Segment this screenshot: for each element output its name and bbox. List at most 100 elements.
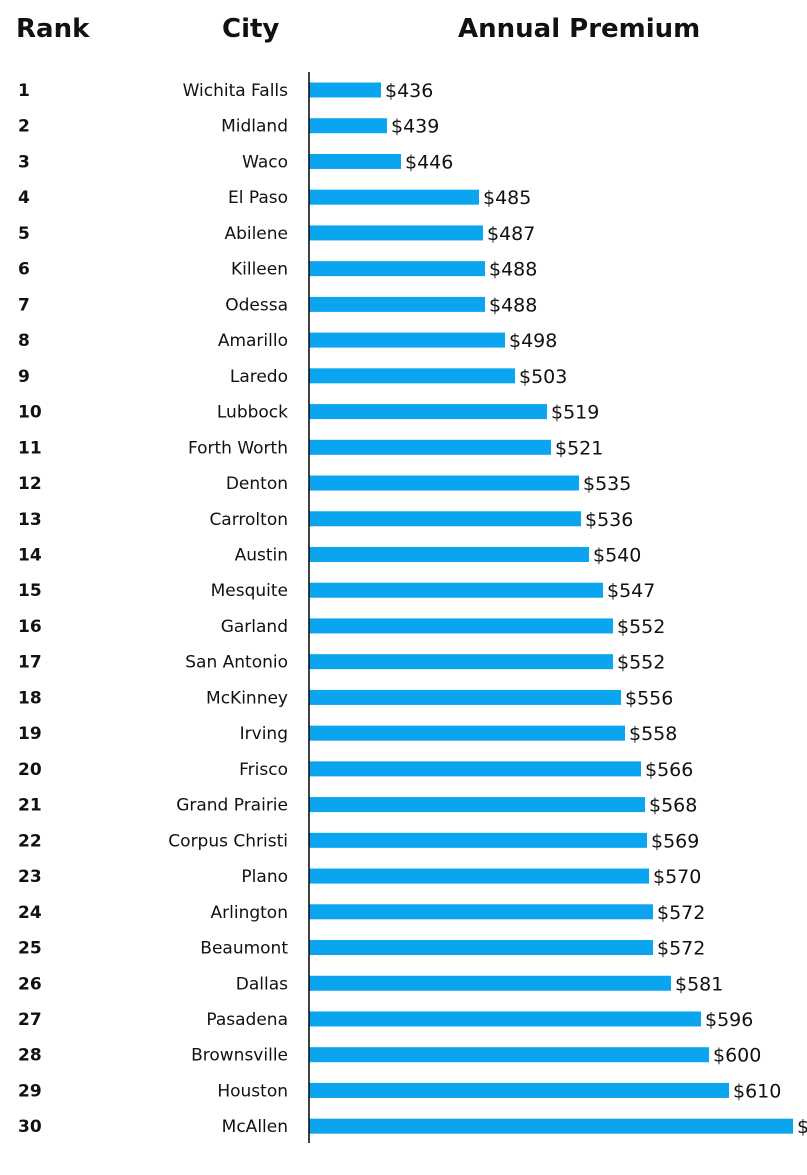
value-label: $446 [405, 151, 453, 173]
rank-label: 24 [18, 903, 42, 923]
bar-forth-worth [309, 439, 551, 455]
bar-pasadena [309, 1011, 701, 1027]
value-label: $596 [705, 1009, 753, 1031]
value-label: $610 [733, 1080, 781, 1102]
city-label: Mesquite [211, 581, 288, 601]
city-label: Frisco [239, 760, 288, 780]
value-label: $547 [607, 580, 655, 602]
rank-label: 27 [18, 1010, 42, 1030]
rank-label: 14 [18, 545, 42, 565]
city-label: Houston [217, 1081, 288, 1101]
rank-label: 29 [18, 1081, 42, 1101]
city-label: Odessa [225, 295, 288, 315]
rank-label: 25 [18, 939, 42, 959]
bar-lubbock [309, 404, 547, 420]
bar-austin [309, 546, 589, 562]
bar-san-antonio [309, 654, 613, 670]
value-label: $439 [391, 116, 439, 138]
rank-label: 19 [18, 724, 42, 744]
city-label: Garland [221, 617, 288, 637]
bar-laredo [309, 368, 515, 384]
city-label: Irving [240, 724, 288, 744]
value-label: $572 [657, 902, 705, 924]
rank-label: 18 [18, 688, 42, 708]
rank-label: 23 [18, 867, 42, 887]
value-label: $570 [653, 866, 701, 888]
city-label: Amarillo [218, 331, 288, 351]
city-label: Corpus Christi [168, 831, 288, 851]
city-label: Austin [235, 545, 288, 565]
bar-mesquite [309, 582, 603, 598]
rank-label: 28 [18, 1046, 42, 1066]
rank-label: 3 [18, 152, 30, 172]
value-label: $485 [483, 187, 531, 209]
value-label: $600 [713, 1045, 761, 1067]
rank-label: 8 [18, 331, 30, 351]
rank-label: 16 [18, 617, 42, 637]
bar-wichita-falls [309, 82, 381, 98]
bar-midland [309, 118, 387, 134]
value-label: $572 [657, 938, 705, 960]
rank-label: 6 [18, 260, 30, 280]
city-label: McKinney [206, 688, 288, 708]
city-label: Grand Prairie [176, 796, 288, 816]
bar-beaumont [309, 940, 653, 956]
value-label: $535 [583, 473, 631, 495]
value-label: $536 [585, 509, 633, 531]
value-label: $568 [649, 795, 697, 817]
city-label: Brownsville [191, 1046, 288, 1066]
bar-garland [309, 618, 613, 634]
city-label: McAllen [222, 1117, 288, 1137]
bar-dallas [309, 975, 671, 991]
bar-mcallen [309, 1118, 793, 1134]
value-label: $503 [519, 366, 567, 388]
bar-odessa [309, 296, 485, 312]
value-label: $488 [489, 294, 537, 316]
rank-label: 4 [18, 188, 30, 208]
bar-plano [309, 868, 649, 884]
city-label: Dallas [236, 974, 288, 994]
bar-grand-prairie [309, 797, 645, 813]
bar-killeen [309, 261, 485, 277]
rank-label: 9 [18, 367, 30, 387]
rank-label: 22 [18, 831, 42, 851]
city-label: Midland [221, 117, 288, 137]
city-label: Lubbock [217, 403, 288, 423]
value-label: $566 [645, 759, 693, 781]
city-label: Forth Worth [188, 438, 288, 458]
rank-label: 5 [18, 224, 30, 244]
city-label: Plano [241, 867, 288, 887]
rank-label: 11 [18, 438, 42, 458]
bar-irving [309, 725, 625, 741]
bar-amarillo [309, 332, 505, 348]
city-label: Arlington [211, 903, 288, 923]
bar-brownsville [309, 1047, 709, 1063]
bar-carrolton [309, 511, 581, 527]
value-label: $498 [509, 330, 557, 352]
bar-houston [309, 1082, 729, 1098]
city-label: Carrolton [209, 510, 288, 530]
city-label: Waco [242, 152, 288, 172]
city-label: Wichita Falls [183, 81, 289, 101]
rank-label: 10 [18, 403, 42, 423]
rank-label: 20 [18, 760, 42, 780]
bar-denton [309, 475, 579, 491]
bar-corpus-christi [309, 832, 647, 848]
value-label: $488 [489, 259, 537, 281]
rank-label: 7 [18, 295, 30, 315]
bar-el-paso [309, 189, 479, 205]
city-label: Killeen [231, 260, 288, 280]
city-label: Laredo [230, 367, 288, 387]
city-label: Denton [226, 474, 288, 494]
bar-mckinney [309, 689, 621, 705]
value-label: $487 [487, 223, 535, 245]
city-column-header: City [222, 14, 280, 44]
city-label: Abilene [224, 224, 288, 244]
value-label: $569 [651, 830, 699, 852]
value-label: $519 [551, 402, 599, 424]
value-label: $556 [625, 687, 673, 709]
value-label: $642 [797, 1116, 807, 1138]
rank-label: 30 [18, 1117, 42, 1137]
rank-label: 21 [18, 796, 42, 816]
